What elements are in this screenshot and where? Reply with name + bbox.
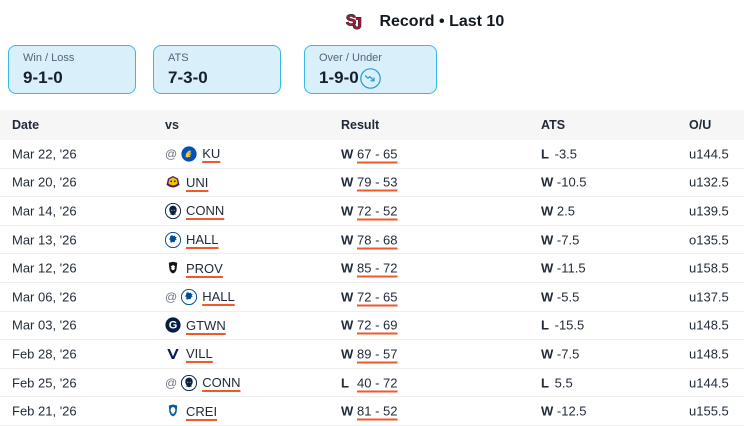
svg-text:S: S	[346, 13, 356, 30]
svg-text:G: G	[169, 320, 178, 332]
